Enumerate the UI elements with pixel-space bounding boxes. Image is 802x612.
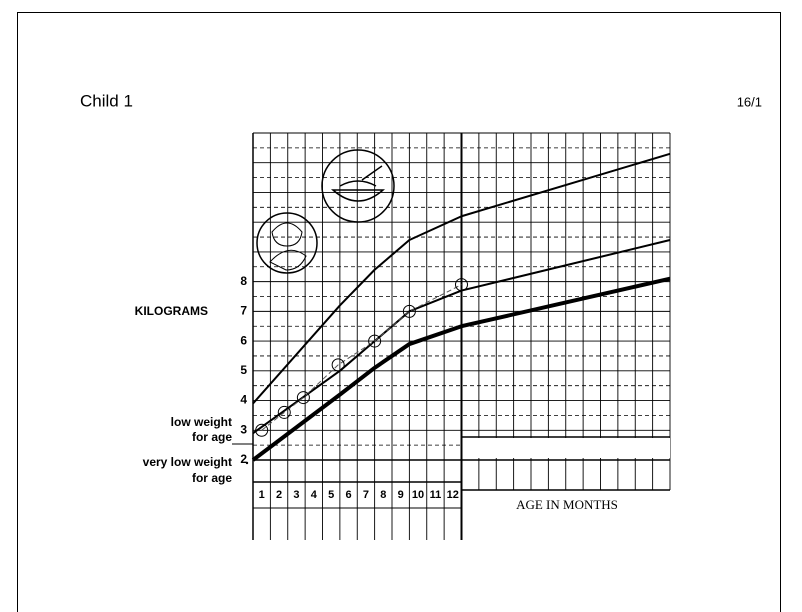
x-tick-label: 8 — [380, 489, 386, 501]
tick-dot — [245, 461, 249, 465]
x-tick-label: 7 — [363, 489, 369, 501]
series-line — [251, 276, 671, 462]
y-tick-label: 7 — [240, 304, 247, 318]
annotation: low weight — [171, 415, 232, 429]
annotation: for age — [192, 430, 232, 444]
series-line — [252, 239, 671, 435]
x-tick-label: 2 — [276, 489, 282, 501]
y-tick-label: 6 — [240, 333, 247, 347]
point — [402, 304, 416, 318]
illustration-mother — [256, 212, 318, 274]
y-axis-label: KILOGRAMS — [135, 304, 208, 318]
x-tick-label: 5 — [328, 489, 334, 501]
x-axis-label: AGE IN MONTHS — [516, 497, 618, 512]
point — [455, 278, 468, 292]
chart-title: Child 1 — [80, 91, 133, 110]
point — [255, 423, 269, 437]
x-tick-label: 12 — [447, 489, 459, 501]
axis-mask — [462, 438, 670, 458]
y-tick-label: 2 — [240, 452, 247, 466]
series-line — [252, 152, 671, 405]
illustration-mother-drawing — [269, 222, 307, 271]
annotation: for age — [192, 471, 232, 485]
x-tick-label: 6 — [345, 489, 351, 501]
y-tick-label: 3 — [240, 422, 247, 436]
series-line — [261, 284, 462, 431]
y-tick-label: 4 — [240, 393, 247, 407]
y-tick-label: 5 — [240, 363, 247, 377]
x-tick-label: 4 — [311, 489, 318, 501]
x-tick-label: 10 — [412, 489, 424, 501]
point — [296, 391, 310, 405]
annotation: very low weight — [143, 455, 232, 469]
x-tick-label: 3 — [293, 489, 299, 501]
y-tick-label: 8 — [240, 274, 247, 288]
point — [331, 358, 345, 372]
point — [277, 405, 291, 419]
slide-number: 16/1 — [737, 94, 762, 109]
x-tick-label: 1 — [259, 489, 265, 501]
point — [368, 334, 382, 348]
x-tick-label: 11 — [430, 489, 442, 501]
x-tick-label: 9 — [398, 489, 404, 501]
illustration-bowl — [321, 149, 395, 223]
slide-border — [17, 12, 781, 612]
